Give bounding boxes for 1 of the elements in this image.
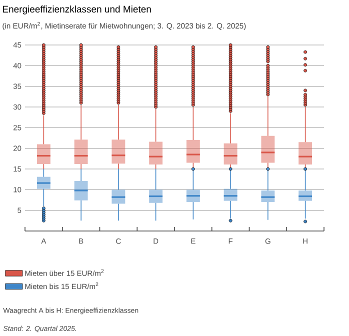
chart-title: Energieeffizienzklassen und Mieten	[2, 6, 151, 14]
